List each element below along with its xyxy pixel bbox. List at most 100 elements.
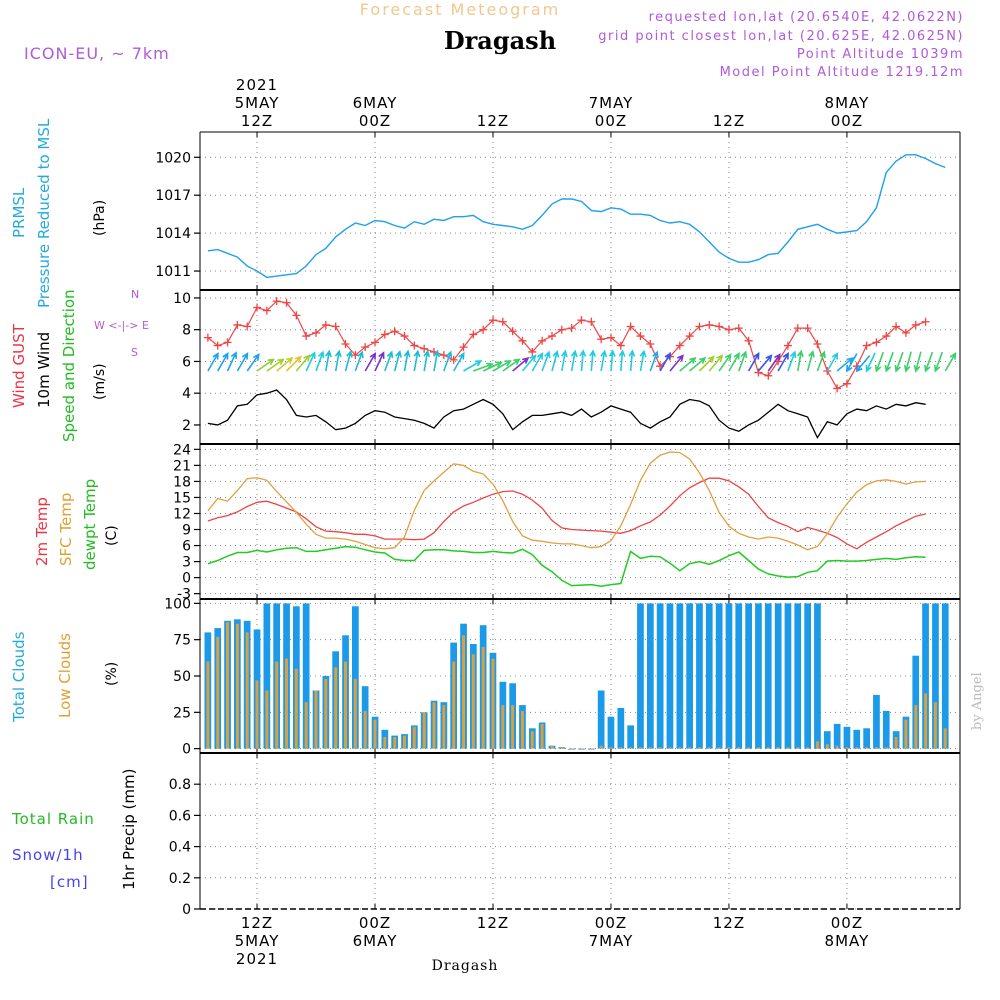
gust-marker	[764, 371, 773, 380]
wind-arrow	[512, 356, 530, 372]
time-tick-line: 8MAY	[824, 94, 870, 112]
total-cloud-bar	[784, 603, 792, 749]
low-cloud-bar	[511, 705, 515, 749]
gust-marker	[734, 324, 743, 333]
gust-marker	[862, 341, 871, 350]
time-tick-label: 12Z	[448, 112, 538, 130]
compass-west-east-label: W <-|-> E	[94, 319, 149, 332]
gust-marker	[577, 316, 586, 325]
low-cloud-bar	[206, 661, 210, 749]
low-cloud-bar	[265, 690, 269, 749]
gust-marker	[675, 341, 684, 350]
gust-marker	[400, 332, 409, 341]
total-cloud-bar	[637, 603, 644, 749]
total-cloud-bar	[863, 728, 870, 749]
low-cloud-bar	[393, 737, 397, 749]
location-title: Dragash	[443, 26, 557, 55]
total-cloud-bar	[696, 603, 703, 749]
total-cloud-bar	[647, 603, 654, 749]
temperature-ytick-label: 15	[173, 490, 191, 506]
grid-point-coords: grid point closest lon,lat (20.625E, 42.…	[598, 29, 964, 44]
wind-arrow	[718, 353, 732, 372]
total-cloud-bar	[617, 708, 625, 749]
wind-arrow	[334, 349, 342, 372]
gust-marker	[636, 332, 645, 341]
wind-arrow	[767, 353, 781, 372]
total-rain-label: Total Rain	[12, 810, 95, 828]
gust-marker	[567, 324, 576, 333]
time-tick-line: 12Z	[240, 112, 274, 130]
low-cloud-bar	[924, 693, 928, 749]
gust-marker	[233, 320, 242, 329]
low-cloud-bar	[235, 623, 239, 749]
time-tick-line: 12Z	[476, 914, 510, 932]
low-cloud-bar	[442, 705, 446, 749]
wind-arrow	[403, 349, 411, 372]
total-cloud-bar	[873, 694, 880, 749]
total-cloud-bar	[843, 726, 851, 749]
wind-arrow	[473, 362, 494, 372]
gust-marker	[646, 339, 655, 348]
time-tick-label: 8MAY 00Z	[802, 94, 892, 130]
total-cloud-bar	[725, 603, 733, 749]
wind-arrow	[639, 349, 647, 372]
gust-marker	[705, 320, 714, 329]
low-cloud-bar	[462, 635, 465, 749]
wind-arrow	[453, 352, 465, 372]
gust-marker	[872, 338, 881, 347]
wind-arrow	[589, 349, 597, 372]
wind-arrow	[295, 354, 311, 372]
total-cloud-bar	[676, 603, 684, 749]
low-cloud-bar	[796, 747, 800, 749]
low-cloud-bar	[373, 719, 377, 749]
low-cloud-bar	[501, 705, 505, 749]
gust-marker	[695, 322, 704, 331]
time-tick-line: 00Z	[358, 112, 392, 130]
point-altitude: Point Altitude 1039m	[796, 47, 964, 62]
wind-arrow	[913, 351, 922, 373]
total-cloud-bar	[882, 710, 890, 749]
temperature-ytick-label: 3	[182, 555, 191, 571]
gust-marker	[921, 317, 930, 326]
wind-arrow	[698, 355, 715, 372]
low-cloud-bar	[422, 712, 426, 749]
gust-marker	[518, 336, 527, 345]
low-cloud-bar	[943, 728, 947, 749]
clouds-ytick-label: 25	[173, 705, 191, 721]
total-cloud-bar	[833, 723, 841, 749]
temperature-ytick-label: 9	[182, 523, 191, 539]
low-cloud-bar	[639, 747, 642, 749]
gust-marker	[842, 379, 851, 388]
gust-marker	[528, 347, 537, 356]
model-altitude: Model Point Altitude 1219.12m	[719, 65, 964, 80]
wind-arrow	[325, 349, 332, 372]
wind-arrow	[482, 361, 503, 372]
low-cloud-bar	[806, 747, 810, 749]
gust-marker	[813, 339, 822, 348]
wind-arrow	[236, 352, 249, 372]
wind-ytick-label: 6	[182, 354, 191, 370]
low-cloud-bar	[619, 747, 623, 749]
wind-arrow	[787, 350, 797, 372]
credit-watermark: by Angel	[970, 672, 985, 730]
low-cloud-bar	[904, 719, 908, 749]
low-cloud-bar	[550, 745, 554, 749]
wind-arrow	[855, 355, 871, 373]
clouds-panel: 0 25 50 75 100	[164, 596, 961, 758]
low-cloud-bar	[560, 747, 564, 749]
wind-ytick-label: 10	[173, 291, 191, 307]
wind-arrow	[757, 354, 773, 372]
time-tick-line: 12Z	[712, 112, 746, 130]
temperature-ytick-label: 6	[182, 539, 191, 555]
wind-arrow	[796, 349, 804, 372]
wind-arrow	[738, 350, 748, 372]
low-cloud-bar	[668, 747, 672, 749]
wind-arrow	[669, 354, 684, 372]
wind-arrow	[226, 351, 237, 372]
gust-marker	[538, 336, 547, 345]
precipitation-ytick-label: 0.8	[169, 777, 191, 793]
low-cloud-bar	[815, 741, 819, 749]
gust-marker	[508, 327, 517, 336]
wind-arrow	[266, 358, 285, 372]
